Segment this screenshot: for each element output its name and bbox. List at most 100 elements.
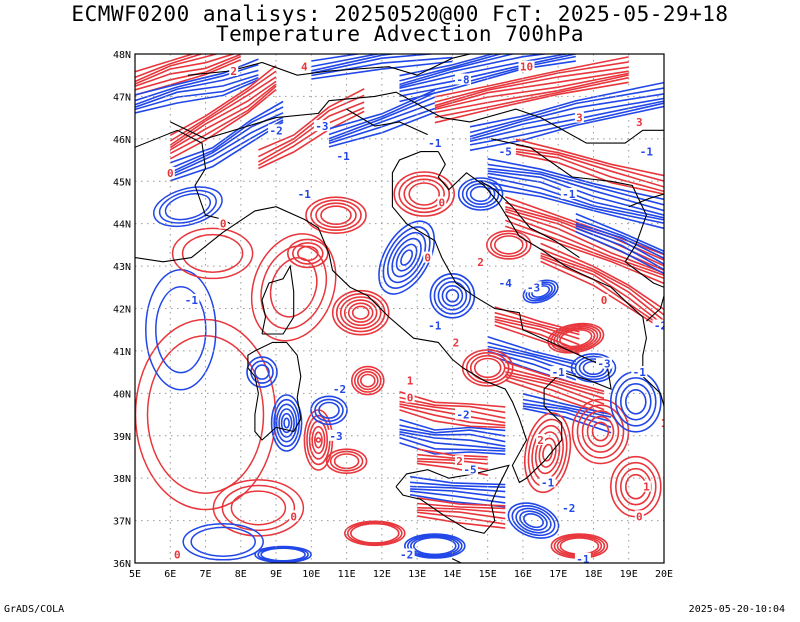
warm-advection-contour <box>135 54 237 85</box>
cold-advection-contour <box>135 74 259 108</box>
cold-advection-contour <box>391 237 422 278</box>
contour-label-bg <box>398 548 415 560</box>
contour-label: -1 <box>185 294 199 307</box>
contour-label: -3 <box>527 281 540 294</box>
contour-label-bg <box>426 137 443 149</box>
latitude-label: 39N <box>113 432 131 443</box>
cold-advection-contour <box>311 56 453 77</box>
cold-advection-contour <box>155 286 207 374</box>
contour-label: 1 <box>407 375 414 388</box>
contour-label-bg <box>497 145 514 157</box>
warm-advection-contour <box>346 521 403 545</box>
warm-advection-contour <box>515 153 664 195</box>
cold-advection-contour <box>469 97 664 140</box>
cold-advection-contour <box>457 177 504 211</box>
warm-advection-contour <box>489 232 528 258</box>
warm-advection-contour <box>515 144 664 182</box>
cold-advection-contour <box>575 225 664 265</box>
contour-label-bg <box>574 111 584 123</box>
cold-advection-contour <box>487 335 576 363</box>
warm-advection-contour <box>540 242 664 311</box>
warm-advection-contour <box>494 320 580 351</box>
warm-advection-contour <box>399 405 506 427</box>
cold-advection-contour <box>399 442 506 455</box>
warm-advection-contour <box>417 453 488 461</box>
warm-advection-contour <box>306 414 331 466</box>
contour-label-bg <box>335 149 352 161</box>
contour-label-bg <box>536 434 546 445</box>
coastline <box>222 151 612 484</box>
coastline <box>491 138 664 288</box>
contour-label-bg <box>268 124 285 136</box>
cold-advection-contour <box>487 167 664 212</box>
contour-label: 0 <box>438 197 445 210</box>
contour-label-bg <box>596 357 612 369</box>
cold-advection-contour <box>278 408 295 438</box>
coastline <box>452 558 463 563</box>
warm-advection-contour <box>505 219 664 280</box>
cold-advection-contour <box>609 370 662 433</box>
contour-label: -2 <box>400 549 413 562</box>
latitude-label: 42N <box>113 305 131 316</box>
warm-advection-contour <box>505 379 605 415</box>
warm-advection-contour <box>417 502 506 510</box>
contour-label-bg <box>455 408 471 420</box>
contour-label: -5 <box>463 464 476 477</box>
warm-advection-contour <box>505 373 605 405</box>
cold-advection-contour <box>283 417 290 429</box>
contour-label: -1 <box>428 320 442 333</box>
longitude-label: 16E <box>514 569 532 580</box>
contour-label-bg <box>497 277 514 288</box>
warm-advection-contour <box>169 83 277 151</box>
axis-labels: 48N 47N 46N 45N 44N 43N 42N 41N 40N 39N 38N 37N 36N5… <box>113 50 673 580</box>
contour-label: 3 <box>636 116 643 129</box>
cold-advection-contour <box>575 212 664 253</box>
contour-label-bg <box>172 548 182 560</box>
contour-label-bg <box>652 319 664 331</box>
contour-label: 0 <box>220 218 227 231</box>
cold-advection-contour <box>575 222 664 260</box>
cold-advection-contour <box>403 533 466 559</box>
contour-labels: -1 -1 -2 -2 -3 -1 -3 -1 -2 -1 -1 -1 -2 -1 -8 -2 -3 -1 -1 -5… <box>165 61 664 566</box>
cold-advection-contour <box>399 418 506 432</box>
warm-advection-contour <box>169 85 277 155</box>
warm-advection-contour <box>320 205 352 225</box>
coastline <box>646 295 664 322</box>
warm-advection-contour <box>434 70 629 109</box>
contour-label-bg <box>462 463 478 475</box>
contour-label: -1 <box>633 366 647 379</box>
coastline <box>480 180 580 259</box>
warm-advection-contour <box>416 448 488 458</box>
cold-advection-contour <box>469 81 664 128</box>
contour-label-bg <box>631 366 648 378</box>
warm-advection-contour <box>538 437 557 468</box>
cold-advection-contour <box>575 218 664 255</box>
contour-label: -3 <box>597 358 610 371</box>
contour-label: -1 <box>576 553 590 566</box>
warm-advection-contour <box>469 354 506 381</box>
coastline <box>135 231 224 263</box>
warm-advection-contour <box>505 225 664 285</box>
warm-advection-contour <box>221 484 296 532</box>
warm-advection-contour <box>310 199 362 231</box>
warm-advection-contour <box>540 252 664 322</box>
contour-label-bg <box>574 552 591 563</box>
warm-advection-contour <box>305 196 367 234</box>
warm-advection-contour <box>559 537 600 555</box>
contour-label: 2 <box>537 434 544 447</box>
contour-label-bg <box>659 417 664 428</box>
contour-label: -2 <box>333 383 346 396</box>
cold-advection-contour <box>469 100 664 143</box>
cold-advection-contour <box>487 345 577 370</box>
cold-advection-contour <box>135 63 259 102</box>
latitude-label: 38N <box>113 474 131 485</box>
cold-advection-contour <box>260 547 306 562</box>
warm-advection-contour <box>135 54 196 73</box>
warm-advection-contour <box>356 371 379 391</box>
cold-advection-contour <box>469 93 664 138</box>
warm-advection-contour <box>349 522 400 544</box>
cold-advection-contour <box>273 398 300 448</box>
warm-advection-contour <box>135 54 204 79</box>
warm-advection-contour <box>547 322 605 354</box>
contour-label-bg <box>455 73 471 85</box>
